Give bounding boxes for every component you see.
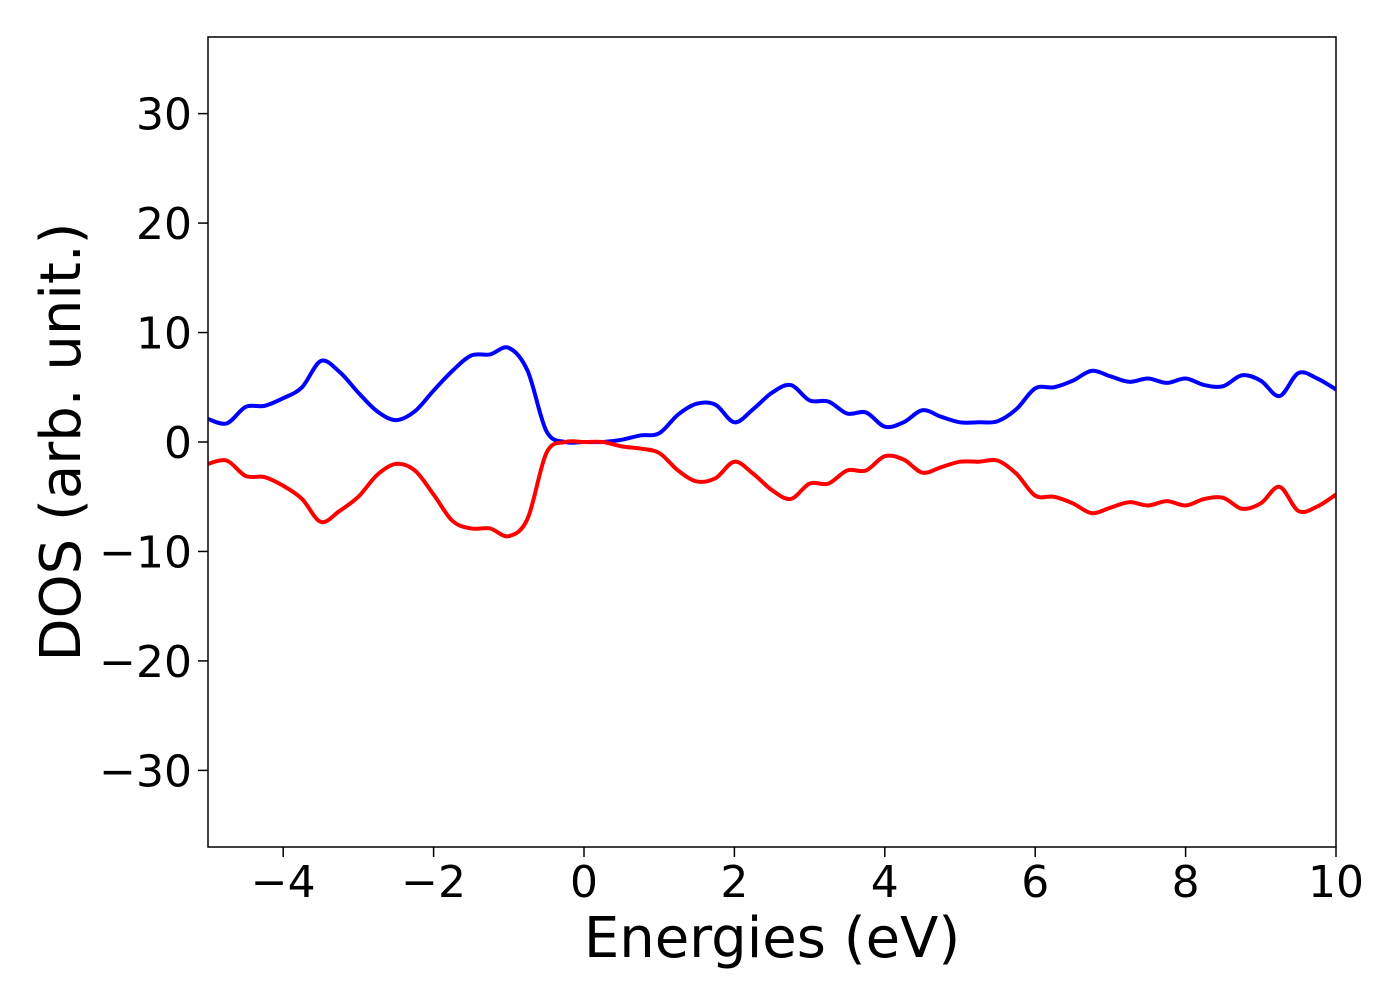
y-tick-label: −10 [99, 527, 192, 578]
dos-line [208, 345, 1336, 445]
x-tick-label: 0 [570, 857, 598, 908]
y-tick-label: 30 [136, 90, 192, 141]
x-tick-label: 4 [871, 857, 899, 908]
x-axis-label: Energies (eV) [584, 906, 960, 971]
dos-line [208, 439, 1336, 539]
plot-frame [207, 36, 1337, 848]
x-tick-label: 8 [1172, 857, 1200, 908]
x-tick-label: −2 [401, 857, 466, 908]
y-tick-label: 10 [136, 309, 192, 360]
y-axis-label: DOS (arb. unit.) [29, 222, 94, 661]
x-tick-label: 2 [720, 857, 748, 908]
x-tick-label: 6 [1021, 857, 1049, 908]
y-tick-label: 0 [164, 418, 192, 469]
x-tick-label: −4 [251, 857, 316, 908]
y-tick-label: 20 [136, 199, 192, 250]
y-tick-label: −20 [99, 637, 192, 688]
x-tick-label: 10 [1308, 857, 1364, 908]
y-tick-label: −30 [99, 746, 192, 797]
